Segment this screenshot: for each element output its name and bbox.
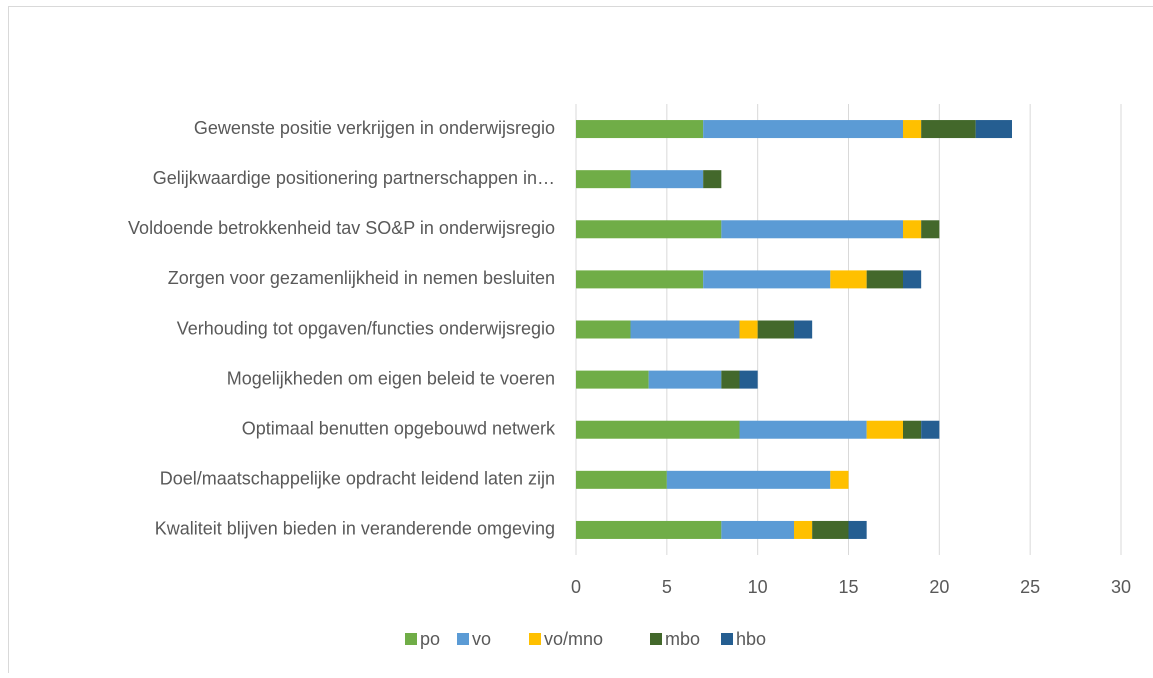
bar-segment	[740, 421, 867, 439]
bar-segment	[576, 270, 703, 288]
y-tick-label: Gelijkwaardige positionering partnerscha…	[153, 168, 555, 188]
legend-label: po	[420, 629, 440, 649]
bar-segment	[830, 270, 866, 288]
bar-segment	[794, 321, 812, 339]
bar-segment	[576, 421, 740, 439]
bar-segment	[721, 371, 739, 389]
x-tick-label: 30	[1111, 577, 1131, 597]
legend-label: mbo	[665, 629, 700, 649]
y-tick-label: Doel/maatschappelijke opdracht leidend l…	[160, 469, 555, 489]
y-tick-label: Zorgen voor gezamenlijkheid in nemen bes…	[168, 268, 555, 288]
bar-segment	[812, 521, 848, 539]
bar-segment	[903, 421, 921, 439]
y-tick-label: Gewenste positie verkrijgen in onderwijs…	[194, 118, 555, 138]
bar-segment	[721, 220, 903, 238]
legend-label: hbo	[736, 629, 766, 649]
bar-segment	[576, 471, 667, 489]
bar-segment	[903, 120, 921, 138]
bar-segment	[758, 321, 794, 339]
legend-swatch	[405, 633, 417, 645]
x-tick-label: 0	[571, 577, 581, 597]
bar-segment	[740, 321, 758, 339]
y-tick-label: Voldoende betrokkenheid tav SO&P in onde…	[128, 218, 555, 238]
x-tick-label: 25	[1020, 577, 1040, 597]
bar-segment	[903, 270, 921, 288]
y-tick-label: Kwaliteit blijven bieden in veranderende…	[155, 519, 555, 539]
legend-swatch	[650, 633, 662, 645]
bar-segment	[849, 521, 867, 539]
x-tick-label: 15	[838, 577, 858, 597]
bar-segment	[631, 321, 740, 339]
legend-swatch	[721, 633, 733, 645]
bar-segment	[921, 120, 976, 138]
bar-segment	[703, 270, 830, 288]
legend-label: vo/mno	[544, 629, 603, 649]
bar-segment	[794, 521, 812, 539]
legend-label: vo	[472, 629, 491, 649]
bar-segment	[576, 371, 649, 389]
bar-segment	[921, 220, 939, 238]
bar-segment	[576, 220, 721, 238]
chart-border	[9, 7, 1153, 674]
bar-segment	[649, 371, 722, 389]
legend-swatch	[529, 633, 541, 645]
bar-segment	[740, 371, 758, 389]
x-tick-label: 5	[662, 577, 672, 597]
y-tick-label: Mogelijkheden om eigen beleid te voeren	[227, 368, 555, 388]
bar-segment	[867, 270, 903, 288]
bar-segment	[721, 521, 794, 539]
bar-segment	[576, 321, 631, 339]
bar-segment	[867, 421, 903, 439]
y-tick-label: Verhouding tot opgaven/functies onderwij…	[177, 318, 555, 338]
bar-segment	[976, 120, 1012, 138]
bar-segment	[667, 471, 831, 489]
bar-segment	[830, 471, 848, 489]
bar-segment	[703, 170, 721, 188]
x-tick-label: 20	[929, 577, 949, 597]
legend-swatch	[457, 633, 469, 645]
bar-segment	[576, 120, 703, 138]
y-tick-label: Optimaal benutten opgebouwd netwerk	[242, 418, 556, 438]
bar-segment	[903, 220, 921, 238]
bar-segment	[921, 421, 939, 439]
x-tick-label: 10	[748, 577, 768, 597]
bar-segment	[631, 170, 704, 188]
bar-segment	[576, 521, 721, 539]
bar-segment	[703, 120, 903, 138]
bar-segment	[576, 170, 631, 188]
